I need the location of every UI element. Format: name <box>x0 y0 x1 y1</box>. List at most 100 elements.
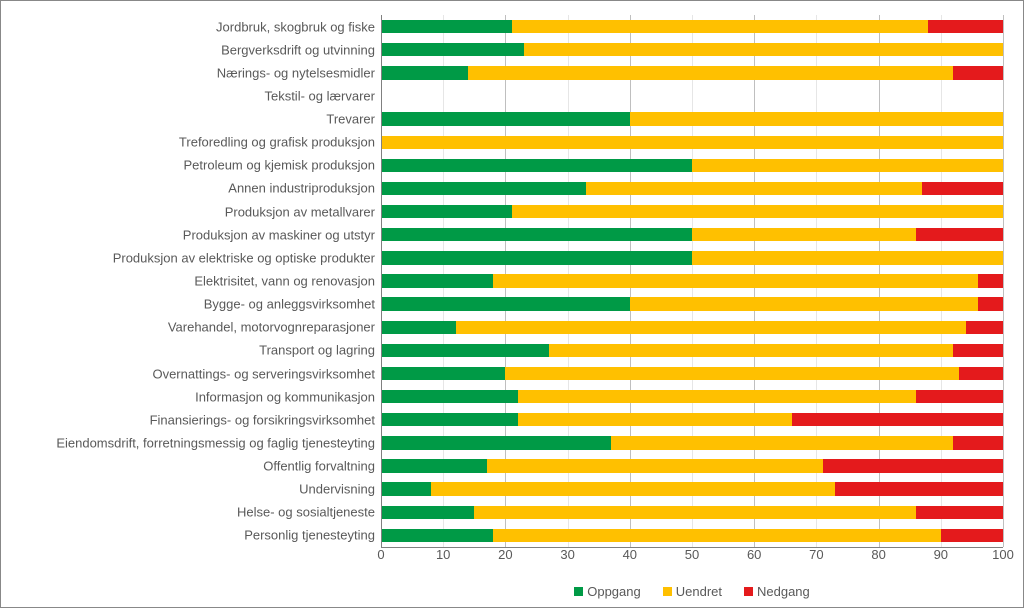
legend-label: Nedgang <box>757 584 810 599</box>
category-label: Bygge- og anleggsvirksomhet <box>204 297 375 312</box>
bar-segment-oppgang <box>381 20 512 33</box>
category-label: Transport og lagring <box>259 343 375 358</box>
bar-row <box>381 20 1003 33</box>
bar-segment-uendret <box>505 367 959 380</box>
x-tick-label: 20 <box>498 547 512 562</box>
bar-row <box>381 297 1003 310</box>
category-label: Offentlig forvaltning <box>263 459 375 474</box>
y-axis-line <box>381 15 382 547</box>
category-label: Produksjon av maskiner og utstyr <box>183 227 375 242</box>
bar-segment-uendret <box>431 482 835 495</box>
bar-row <box>381 436 1003 449</box>
bar-segment-oppgang <box>381 459 487 472</box>
chart-container: Jordbruk, skogbruk og fiskeBergverksdrif… <box>0 0 1024 608</box>
bar-row <box>381 482 1003 495</box>
legend-swatch <box>574 587 583 596</box>
bar-row <box>381 159 1003 172</box>
bar-segment-nedgang <box>953 436 1003 449</box>
bar-row <box>381 459 1003 472</box>
bar-segment-oppgang <box>381 436 611 449</box>
bar-segment-uendret <box>692 251 1003 264</box>
bar-row <box>381 205 1003 218</box>
bar-segment-oppgang <box>381 228 692 241</box>
x-tick-label: 50 <box>685 547 699 562</box>
x-tick-label: 100 <box>992 547 1014 562</box>
bar-segment-oppgang <box>381 297 630 310</box>
bar-segment-uendret <box>456 321 966 334</box>
bar-segment-oppgang <box>381 159 692 172</box>
bar-segment-uendret <box>512 20 929 33</box>
x-tick-label: 30 <box>560 547 574 562</box>
legend-item-nedgang: Nedgang <box>744 584 810 599</box>
bar-segment-nedgang <box>953 66 1003 79</box>
bar-segment-nedgang <box>916 390 1003 403</box>
bar-segment-oppgang <box>381 344 549 357</box>
bar-row <box>381 136 1003 149</box>
bar-row <box>381 506 1003 519</box>
bar-segment-oppgang <box>381 274 493 287</box>
bar-segment-oppgang <box>381 506 474 519</box>
bar-segment-oppgang <box>381 529 493 542</box>
bar-segment-nedgang <box>978 297 1003 310</box>
category-label: Varehandel, motorvognreparasjoner <box>168 320 375 335</box>
bar-segment-oppgang <box>381 251 692 264</box>
x-axis-labels: 0102030405060708090100 <box>381 547 1003 565</box>
bar-row <box>381 182 1003 195</box>
bar-segment-oppgang <box>381 367 505 380</box>
legend-item-oppgang: Oppgang <box>574 584 641 599</box>
category-label: Tekstil- og lærvarer <box>264 88 375 103</box>
category-label: Finansierings- og forsikringsvirksomhet <box>150 412 375 427</box>
category-label: Undervisning <box>299 482 375 497</box>
y-axis-labels: Jordbruk, skogbruk og fiskeBergverksdrif… <box>1 15 375 547</box>
bar-row <box>381 321 1003 334</box>
bar-row <box>381 89 1003 102</box>
category-label: Elektrisitet, vann og renovasjon <box>194 274 375 289</box>
bar-segment-uendret <box>381 136 1003 149</box>
legend: Oppgang Uendret Nedgang <box>381 584 1003 599</box>
bar-row <box>381 274 1003 287</box>
bar-segment-uendret <box>549 344 953 357</box>
x-tick-label: 80 <box>871 547 885 562</box>
category-label: Helse- og sosialtjeneste <box>237 505 375 520</box>
plot-area <box>381 15 1003 547</box>
bar-segment-oppgang <box>381 482 431 495</box>
bar-segment-uendret <box>468 66 953 79</box>
bar-segment-uendret <box>493 274 978 287</box>
bar-segment-nedgang <box>966 321 1003 334</box>
bar-row <box>381 66 1003 79</box>
category-label: Produksjon av metallvarer <box>225 204 375 219</box>
bar-row <box>381 251 1003 264</box>
bar-segment-uendret <box>692 159 1003 172</box>
bar-segment-oppgang <box>381 321 456 334</box>
bar-segment-oppgang <box>381 413 518 426</box>
category-label: Annen industriproduksjon <box>228 181 375 196</box>
legend-item-uendret: Uendret <box>663 584 722 599</box>
bar-segment-oppgang <box>381 43 524 56</box>
bar-segment-uendret <box>586 182 922 195</box>
category-label: Personlig tjenesteyting <box>244 528 375 543</box>
legend-swatch <box>663 587 672 596</box>
category-label: Informasjon og kommunikasjon <box>195 389 375 404</box>
legend-label: Uendret <box>676 584 722 599</box>
category-label: Jordbruk, skogbruk og fiske <box>216 19 375 34</box>
bar-segment-nedgang <box>823 459 1003 472</box>
bar-segment-nedgang <box>928 20 1003 33</box>
x-tick-label: 70 <box>809 547 823 562</box>
legend-swatch <box>744 587 753 596</box>
bar-segment-uendret <box>493 529 941 542</box>
bar-segment-uendret <box>630 112 1003 125</box>
bar-segment-uendret <box>518 390 916 403</box>
x-tick-label: 0 <box>377 547 384 562</box>
category-label: Produksjon av elektriske og optiske prod… <box>113 250 375 265</box>
bar-row <box>381 390 1003 403</box>
bar-segment-uendret <box>692 228 916 241</box>
bar-row <box>381 112 1003 125</box>
bar-segment-nedgang <box>792 413 1003 426</box>
bar-segment-oppgang <box>381 182 586 195</box>
bar-row <box>381 344 1003 357</box>
bar-segment-nedgang <box>916 228 1003 241</box>
bar-segment-oppgang <box>381 390 518 403</box>
x-tick-label: 90 <box>934 547 948 562</box>
gridline <box>1003 15 1004 547</box>
bar-segment-nedgang <box>959 367 1003 380</box>
